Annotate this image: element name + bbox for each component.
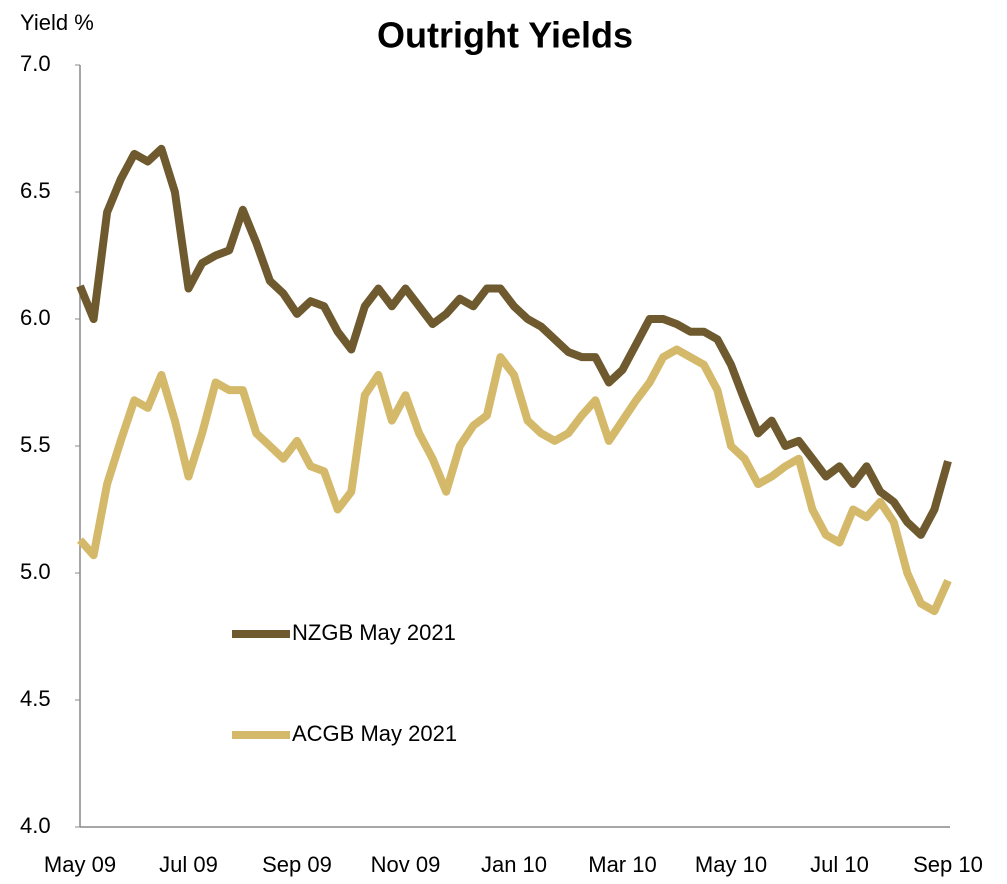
x-tick-label: May 10 <box>695 852 767 877</box>
x-tick-label: Mar 10 <box>588 852 656 877</box>
x-tick-label: May 09 <box>44 852 116 877</box>
chart-title: Outright Yields <box>377 15 633 56</box>
legend-label: NZGB May 2021 <box>292 620 456 645</box>
y-tick-label: 5.5 <box>20 432 51 457</box>
y-tick-label: 6.0 <box>20 305 51 330</box>
x-tick-label: Sep 10 <box>913 852 983 877</box>
x-tick-label: Sep 09 <box>262 852 332 877</box>
x-tick-label: Nov 09 <box>371 852 441 877</box>
y-tick-label: 4.5 <box>20 686 51 711</box>
y-tick-label: 7.0 <box>20 51 51 76</box>
x-tick-label: Jan 10 <box>481 852 547 877</box>
series-line <box>76 144 952 539</box>
y-tick-label: 4.0 <box>20 813 51 838</box>
y-tick-label: 6.5 <box>20 178 51 203</box>
y-tick-label: 5.0 <box>20 559 51 584</box>
series-line <box>77 345 952 616</box>
x-tick-label: Jul 10 <box>810 852 869 877</box>
legend-label: ACGB May 2021 <box>292 721 457 746</box>
y-axis-label: Yield % <box>20 10 94 35</box>
x-tick-label: Jul 09 <box>159 852 218 877</box>
